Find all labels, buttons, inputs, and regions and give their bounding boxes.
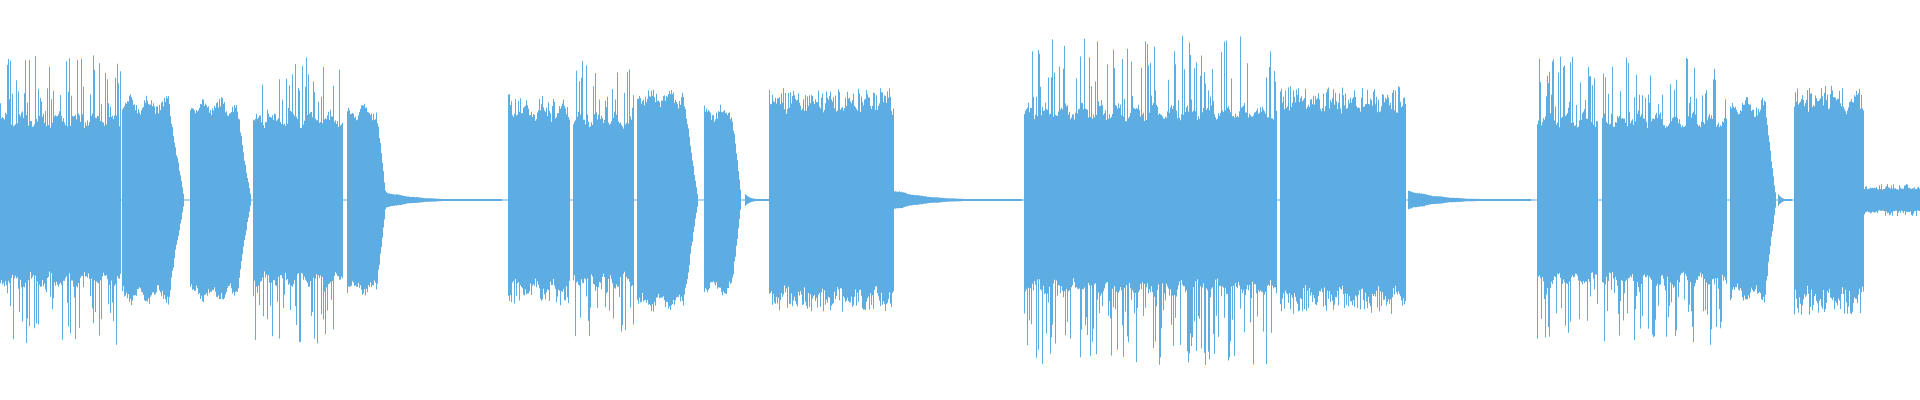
audio-waveform: [0, 35, 1920, 365]
